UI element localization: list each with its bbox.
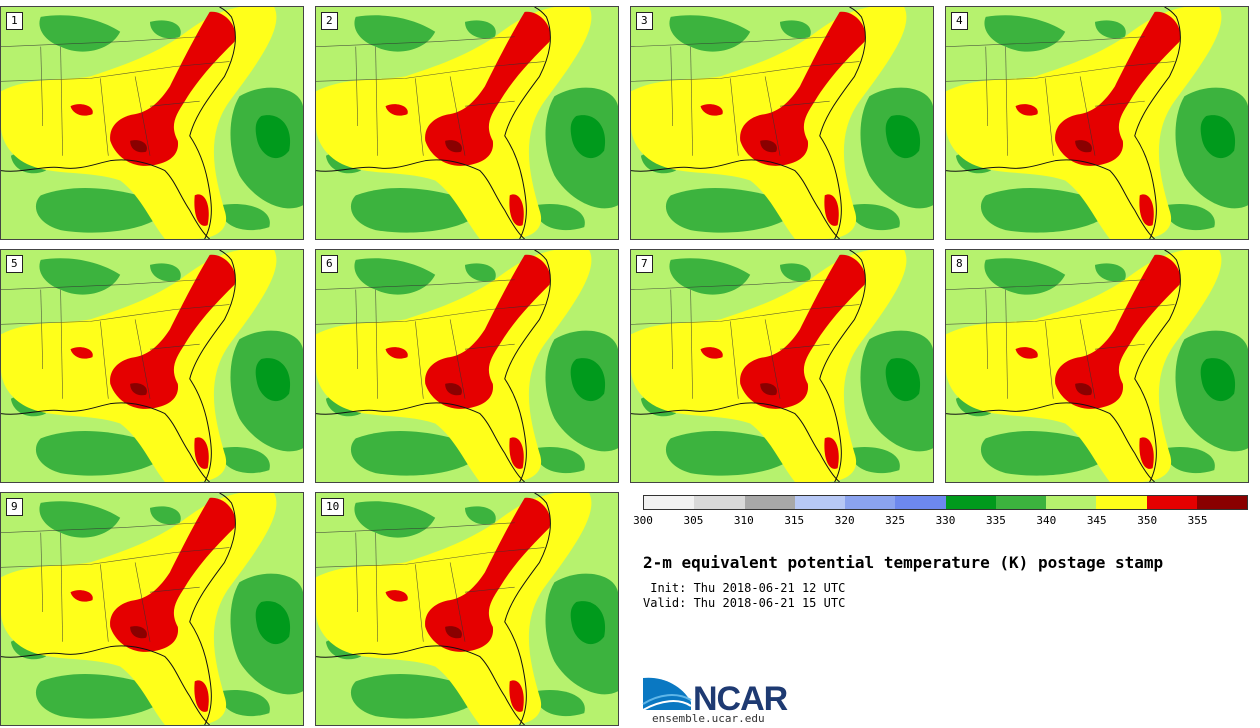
colorbar-swatch [895,496,946,509]
colorbar-tick-label: 330 [935,514,956,527]
map-panel: 6 [315,249,619,483]
colorbar-tick-label: 350 [1137,514,1158,527]
panel-number: 4 [951,12,968,30]
map-panel: 9 [0,492,304,726]
panel-number: 2 [321,12,338,30]
colorbar-swatch [1196,496,1247,509]
panel-number: 9 [6,498,23,516]
website-link[interactable]: ensemble.ucar.edu [652,712,765,725]
colorbar-swatch [644,496,695,509]
colorbar-swatch [845,496,896,509]
colorbar-tick-label: 300 [633,514,653,527]
page-title: 2-m equivalent potential temperature (K)… [643,553,1164,572]
colorbar-swatch [744,496,795,509]
colorbar-swatch [1096,496,1147,509]
run-times: Init: Thu 2018-06-21 12 UTC Valid: Thu 2… [643,581,845,611]
logo-name: NCAR [693,680,788,718]
map-panel: 5 [0,249,304,483]
colorbar-tick-label: 335 [985,514,1006,527]
map-panel: 2 [315,6,619,240]
colorbar-swatch [794,496,845,509]
colorbar-swatches [643,495,1248,510]
colorbar-tick-label: 325 [885,514,906,527]
map-panel: 3 [630,6,934,240]
valid-time: Valid: Thu 2018-06-21 15 UTC [643,596,846,610]
colorbar-tick-label: 340 [1036,514,1057,527]
map-panel: 7 [630,249,934,483]
panel-number: 5 [6,255,23,273]
colorbar: 300 305 310 315 320 325 330 335 340 345 350 355 [633,495,1248,535]
colorbar-tick-label: 345 [1086,514,1107,527]
colorbar-swatch [995,496,1046,509]
colorbar-tick-label: 355 [1187,514,1208,527]
map-panel: 8 [945,249,1249,483]
ncar-logo-icon [642,677,692,711]
colorbar-swatch [1146,496,1197,509]
map-panel: 1 [0,6,304,240]
panel-number: 3 [636,12,653,30]
map-panel: 4 [945,6,1249,240]
panel-number: 6 [321,255,338,273]
colorbar-tick-label: 320 [834,514,855,527]
colorbar-tick-label: 305 [683,514,704,527]
colorbar-swatch [1046,496,1097,509]
colorbar-swatch [945,496,996,509]
panel-number: 10 [321,498,345,516]
map-panel: 10 [315,492,619,726]
colorbar-tick-label: 310 [733,514,754,527]
colorbar-swatch [694,496,745,509]
panel-number: 8 [951,255,968,273]
colorbar-ticks: 300 305 310 315 320 325 330 335 340 345 350 355 [633,514,1248,530]
panel-number: 1 [6,12,23,30]
panel-number: 7 [636,255,653,273]
colorbar-tick-label: 315 [784,514,805,527]
init-time: Init: Thu 2018-06-21 12 UTC [643,581,846,595]
